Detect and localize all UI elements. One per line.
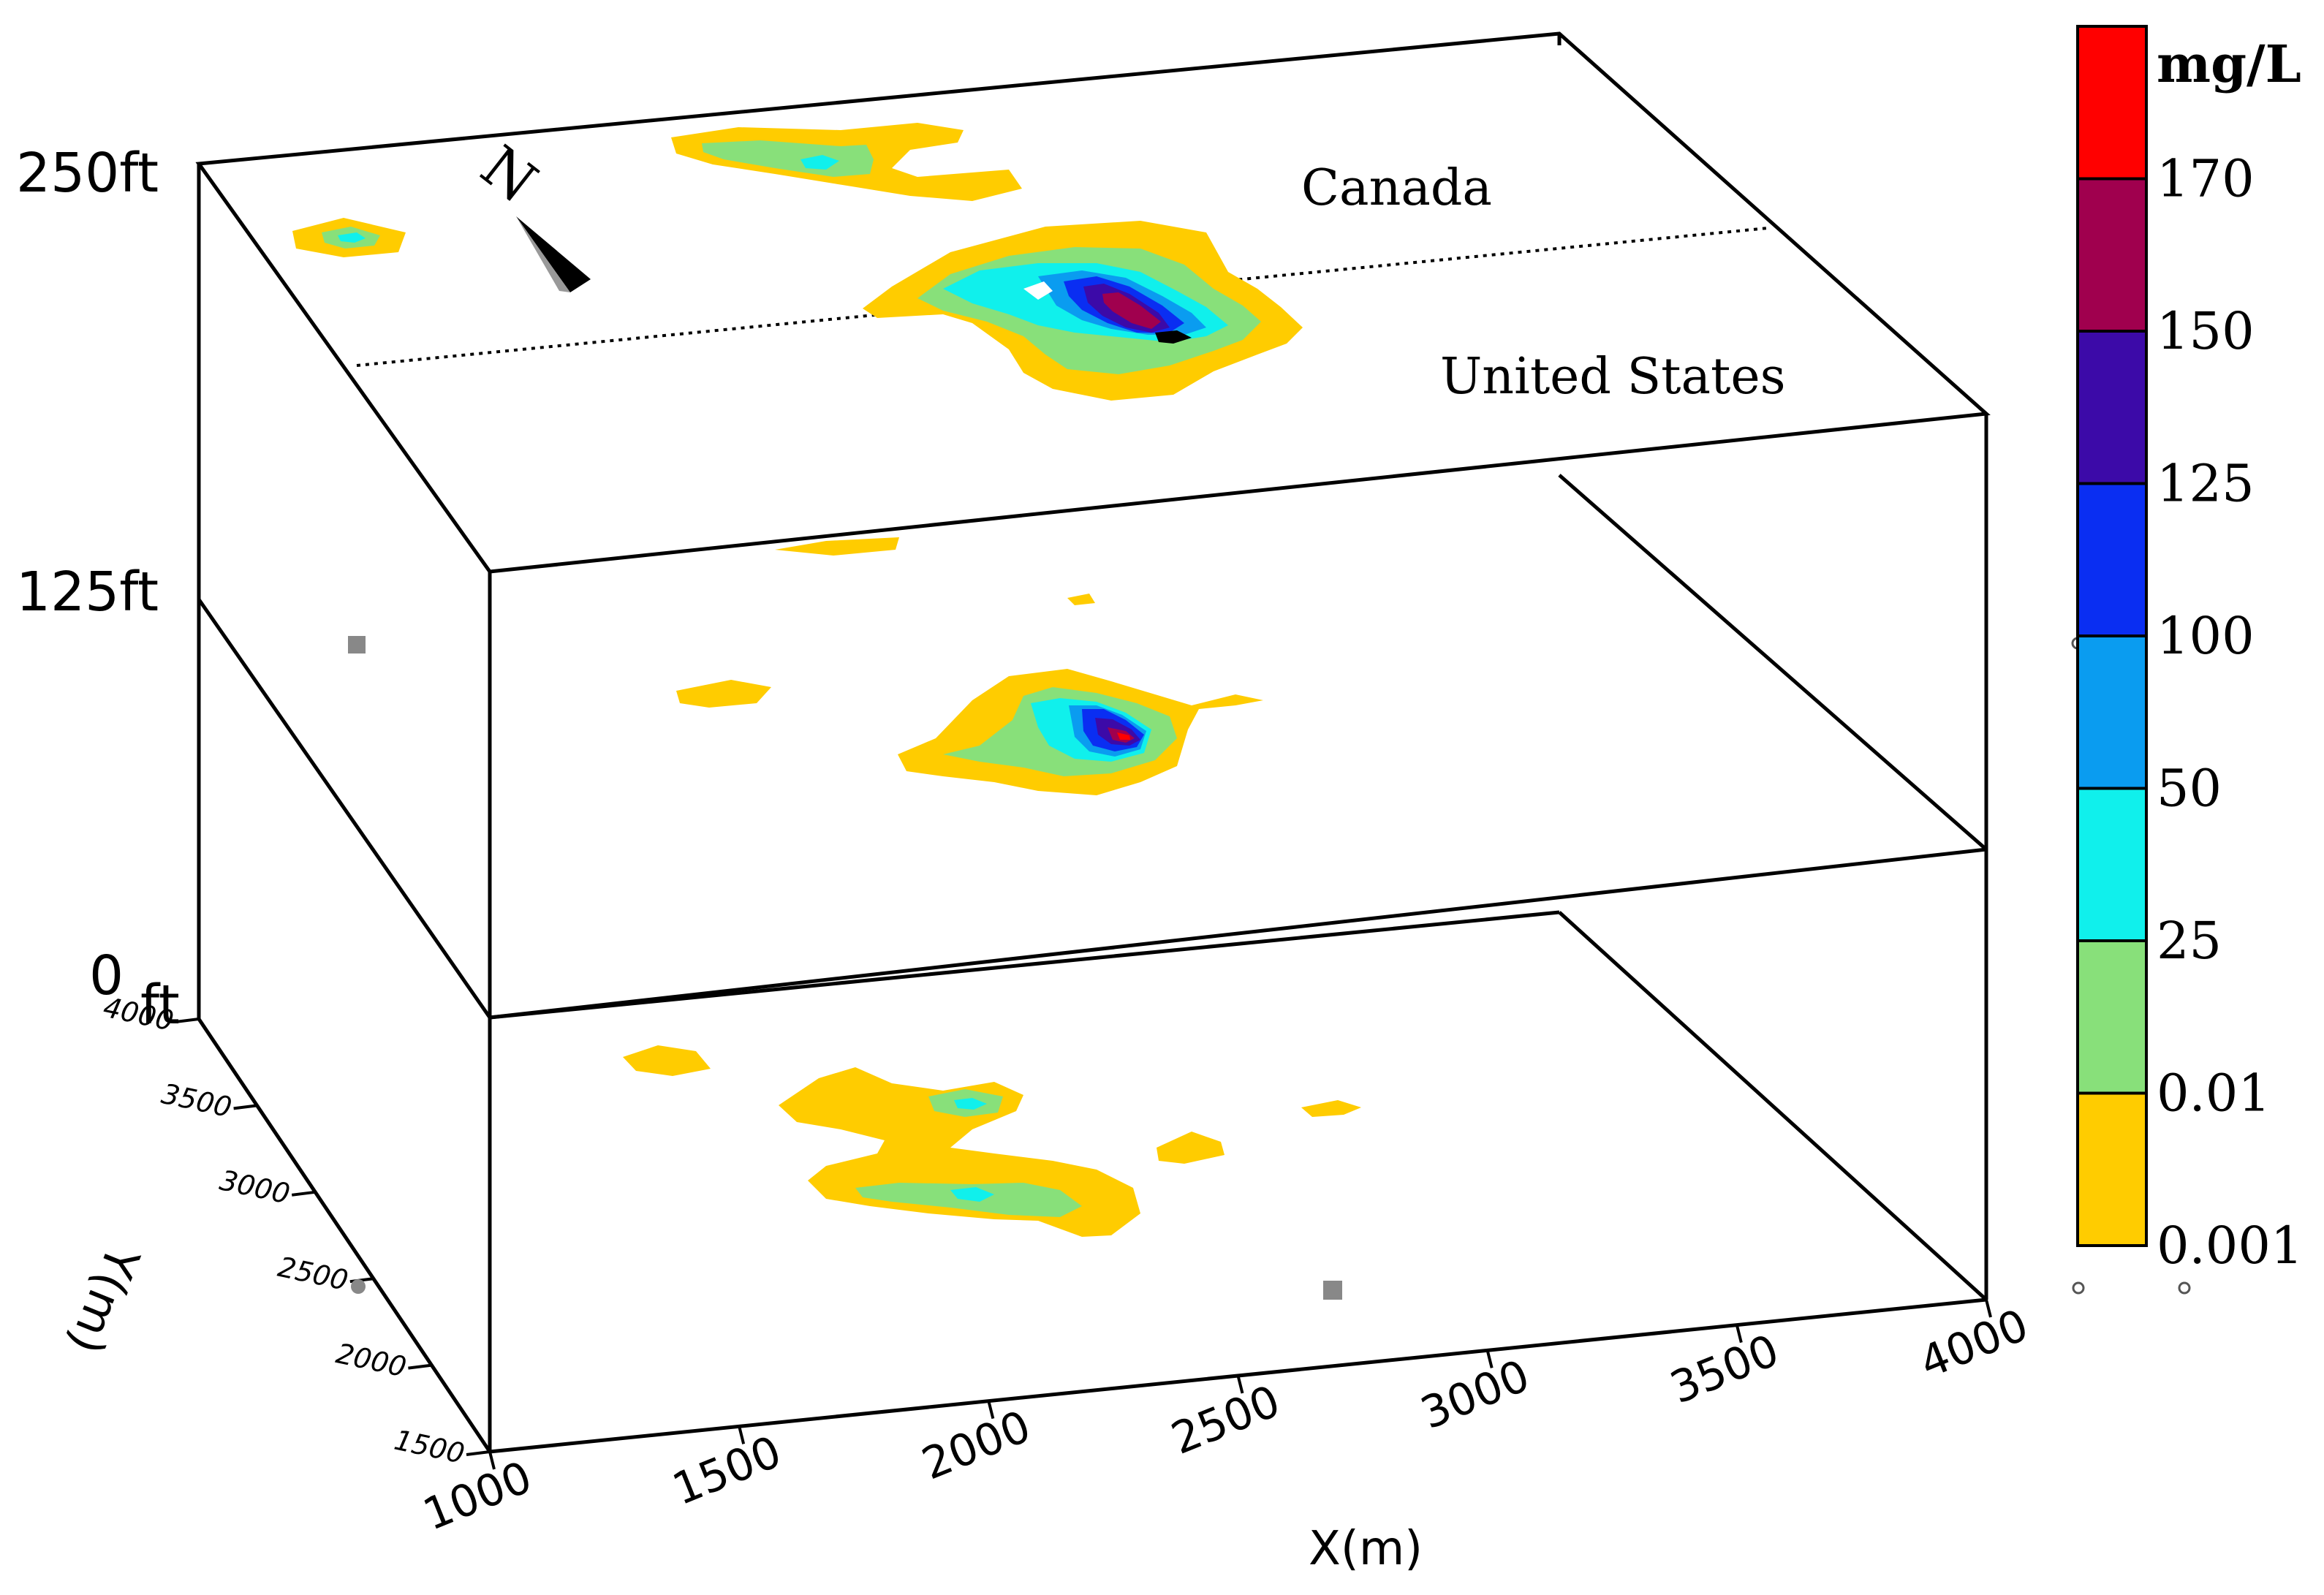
box-frame xyxy=(197,34,1988,1452)
x-tick-label: 2500 xyxy=(1165,1376,1287,1465)
y-tick-label: 2000 xyxy=(333,1337,409,1383)
colorbar-unit: mg/L xyxy=(2157,34,2301,94)
y-tick-mark xyxy=(291,1190,316,1197)
x-tick-group: 1000 1500 2000 2500 3000 3500 4000 xyxy=(416,1299,2035,1541)
colorbar-label: 150 xyxy=(2157,301,2255,361)
x-tick-mark xyxy=(1485,1349,1494,1368)
north-arrow-shaft xyxy=(516,216,591,292)
contour-25 xyxy=(338,232,366,243)
contour-plume-main xyxy=(863,221,1303,401)
colorbar-label: 125 xyxy=(2157,454,2255,514)
contour-patch xyxy=(671,123,1022,201)
x-tick-label: 3000 xyxy=(1414,1350,1537,1439)
colorbar-swatch xyxy=(2076,1091,2148,1247)
depth-label-ft: ft xyxy=(140,974,180,1037)
x-tick-label: 2000 xyxy=(915,1401,1038,1490)
contour-hole xyxy=(1023,281,1053,300)
contour-0.001 xyxy=(775,537,899,556)
x-axis: 1000 1500 2000 2500 3000 3500 4000 X(m) xyxy=(416,1299,2035,1576)
colorbar: mg/L 170 150 125 100 50 25 0.01 0.001 xyxy=(2076,25,2303,1276)
y-tick-label: 2500 xyxy=(275,1251,351,1297)
slice-250ft: N Canada United States xyxy=(195,31,1991,574)
contour-170 xyxy=(1117,732,1130,740)
contour-0.001 xyxy=(1067,594,1095,605)
colorbar-swatch xyxy=(2076,787,2148,942)
contour-0.001 xyxy=(676,680,771,708)
contour-0.001 xyxy=(623,1045,711,1076)
x-tick-mark xyxy=(488,1451,496,1470)
well-marker xyxy=(1155,330,1192,344)
y-tick-mark xyxy=(408,1363,432,1370)
x-tick-mark xyxy=(738,1425,746,1444)
x-tick-mark xyxy=(1236,1375,1244,1394)
colorbar-swatch xyxy=(2076,939,2148,1095)
x-tick-label: 1500 xyxy=(666,1426,789,1515)
slice-0ft xyxy=(197,910,1988,1454)
x-tick-mark xyxy=(1985,1299,1992,1318)
contour-patch xyxy=(292,218,406,257)
x-tick-mark xyxy=(1735,1325,1743,1344)
y-tick-mark xyxy=(233,1104,257,1110)
contour-0.001 xyxy=(1157,1132,1225,1164)
colorbar-swatch xyxy=(2076,482,2148,637)
x-tick-label: 1000 xyxy=(416,1452,539,1541)
contour-25 xyxy=(950,1187,994,1202)
slice-125ft-back-edge xyxy=(1558,474,1988,851)
contour-25 xyxy=(954,1098,987,1110)
colorbar-label: 25 xyxy=(2157,911,2222,971)
x-tick-label: 4000 xyxy=(1912,1300,2035,1389)
y-tick-label: 1500 xyxy=(392,1424,468,1470)
slice-0ft-back-edge xyxy=(1558,911,1988,1301)
colorbar-label: 50 xyxy=(2157,759,2222,819)
colorbar-label: 0.01 xyxy=(2157,1064,2271,1124)
canada-label: Canada xyxy=(1301,159,1492,217)
contour-150 xyxy=(1102,292,1161,329)
colorbar-swatch xyxy=(2076,25,2148,181)
slice-0ft-rear-edge xyxy=(489,910,1560,1020)
contour-plume-mid xyxy=(898,669,1263,795)
slice-125ft xyxy=(197,474,1988,1020)
y-tick-mark xyxy=(175,1018,200,1023)
x-tick-mark xyxy=(987,1401,995,1420)
usa-label: United States xyxy=(1440,348,1785,406)
contour-plume-bottom xyxy=(779,1067,1140,1237)
well-marker xyxy=(1323,1281,1342,1300)
contour-25 xyxy=(800,155,839,170)
x-axis-title: X(m) xyxy=(1309,1522,1423,1576)
y-tick-label: 3000 xyxy=(217,1164,293,1210)
depth-label-125: 125ft xyxy=(16,561,159,624)
colorbar-label: 0.001 xyxy=(2157,1216,2303,1276)
well-marker xyxy=(348,636,366,653)
colorbar-swatch xyxy=(2076,177,2148,333)
y-tick-mark xyxy=(466,1450,491,1456)
y-tick-label: 3500 xyxy=(159,1077,235,1124)
colorbar-label: 170 xyxy=(2157,149,2255,209)
x-tick-label: 3500 xyxy=(1663,1325,1786,1414)
axis-marker xyxy=(2072,1281,2085,1295)
colorbar-swatch xyxy=(2076,330,2148,485)
slice-125ft-plane-edge xyxy=(197,598,1987,1020)
colorbar-label: 100 xyxy=(2157,606,2255,666)
contour-0.01 xyxy=(702,140,874,177)
axis-marker xyxy=(2178,1281,2191,1295)
colorbar-swatch xyxy=(2076,634,2148,790)
contour-0.001 xyxy=(1301,1100,1361,1117)
north-arrow-shaft-light xyxy=(516,216,570,292)
depth-label-0: 0 xyxy=(89,944,124,1007)
depth-label-250: 250ft xyxy=(16,142,159,205)
axis-marker xyxy=(351,1279,366,1294)
y-axis-title: Y(m) xyxy=(57,1238,149,1361)
